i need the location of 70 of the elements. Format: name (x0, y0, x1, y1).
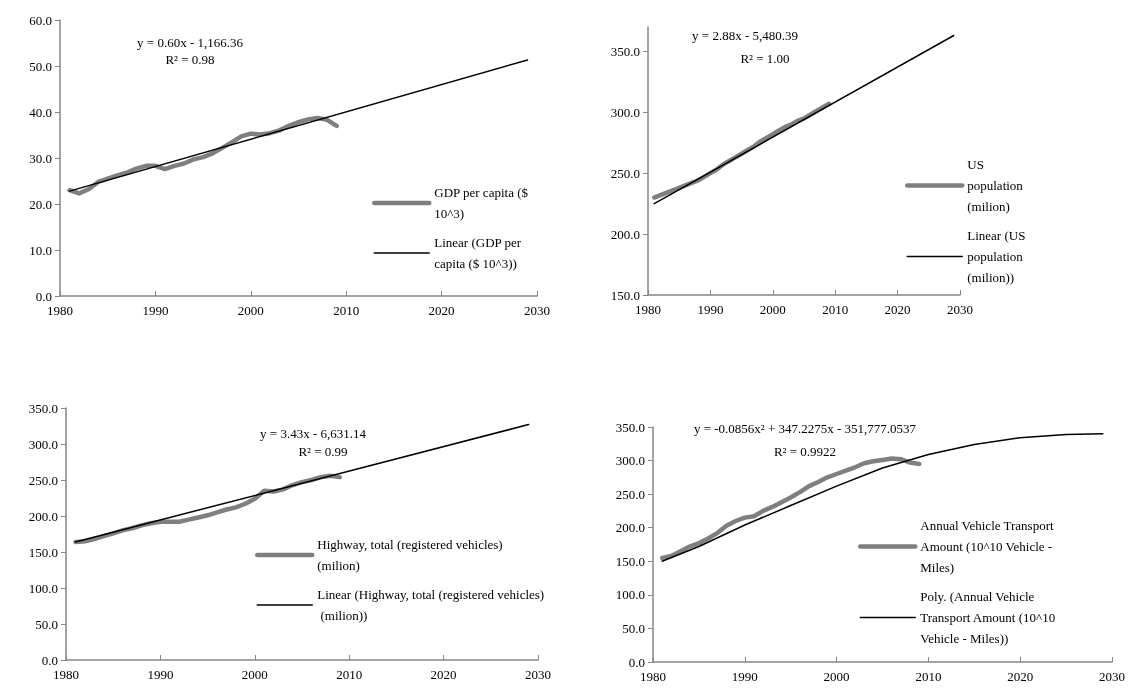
x-tick-label: 2030 (525, 667, 551, 682)
y-tick-label: 50.0 (35, 616, 58, 632)
y-tick-label: 50.0 (622, 620, 645, 636)
annotation: R² = 1.00 (740, 50, 790, 66)
y-tick-label: 150.0 (610, 287, 640, 303)
x-tick-label: 2010 (333, 303, 360, 318)
line-series (67, 115, 339, 196)
x-tick-label: 2030 (1099, 669, 1125, 684)
x-tick-label: 1990 (697, 302, 724, 317)
x-tick-label: 1990 (147, 667, 174, 682)
y-tick-label: 250.0 (610, 165, 640, 181)
x-tick-label: 2030 (524, 303, 550, 318)
legend-label: US population (milion) (967, 157, 1027, 214)
y-tick-label: 250.0 (28, 472, 58, 488)
y-tick-label: 20.0 (29, 196, 52, 212)
annotation: R² = 0.99 (298, 443, 348, 459)
y-tick-label: 10.0 (29, 242, 52, 258)
y-tick-label: 350.0 (28, 400, 58, 416)
y-tick-label: 350.0 (610, 43, 640, 59)
x-tick-label: 2030 (947, 302, 973, 317)
x-tick-label: 2020 (430, 667, 457, 682)
legend-label: Annual Vehicle Transport Amount (10^10 Vehicle - Miles) (920, 518, 1057, 575)
y-tick-label: 200.0 (610, 226, 640, 242)
y-tick-label: 300.0 (28, 436, 58, 452)
y-tick-label: 50.0 (29, 58, 52, 74)
x-tick-label: 1990 (142, 303, 169, 318)
x-tick-label: 1980 (53, 667, 79, 682)
x-tick-label: 1990 (731, 669, 758, 684)
annotation: R² = 0.98 (165, 51, 215, 67)
x-tick-label: 2020 (1007, 669, 1034, 684)
y-tick-label: 60.0 (29, 12, 52, 28)
y-tick-label: 0.0 (41, 652, 58, 668)
y-tick-label: 200.0 (28, 508, 58, 524)
x-tick-label: 2020 (884, 302, 911, 317)
legend-label: Linear (Highway, total (registered vehicles) (milion)) (317, 587, 545, 623)
y-tick-label: 300.0 (610, 104, 640, 120)
x-tick-label: 2000 (759, 302, 786, 317)
y-tick-label: 40.0 (29, 104, 52, 120)
annotation: y = 3.43x - 6,631.14 (260, 425, 367, 441)
legend-label: GDP per capita ($ 10^3) (434, 185, 532, 221)
x-tick-label: 2020 (428, 303, 455, 318)
x-tick-label: 1980 (640, 669, 666, 684)
x-tick-label: 2000 (237, 303, 264, 318)
y-tick-label: 200.0 (615, 520, 645, 536)
x-tick-label: 1980 (635, 302, 661, 317)
y-tick-label: 0.0 (628, 654, 645, 670)
x-tick-label: 2010 (336, 667, 363, 682)
line-series (659, 456, 922, 561)
legend-label: Linear (US population (milion)) (967, 228, 1029, 285)
y-tick-label: 300.0 (615, 453, 645, 469)
y-tick-label: 350.0 (615, 419, 645, 435)
annotation: y = 0.60x - 1,166.36 (137, 34, 244, 50)
y-tick-label: 100.0 (28, 580, 58, 596)
annotation: R² = 0.9922 (773, 443, 837, 459)
y-tick-label: 150.0 (28, 544, 58, 560)
x-tick-label: 2010 (822, 302, 849, 317)
y-tick-label: 30.0 (29, 150, 52, 166)
y-tick-label: 100.0 (615, 587, 645, 603)
legend-label: Highway, total (registered vehicles) (milion) (317, 537, 506, 573)
x-tick-label: 2000 (823, 669, 850, 684)
y-tick-label: 0.0 (35, 288, 52, 304)
y-tick-label: 150.0 (615, 553, 645, 569)
annotation: y = -0.0856x² + 347.2275x - 351,777.0537 (693, 420, 917, 436)
x-tick-label: 2010 (915, 669, 942, 684)
annotation: y = 2.88x - 5,480.39 (692, 27, 798, 43)
x-tick-label: 2000 (241, 667, 268, 682)
legend-label: Linear (GDP per capita ($ 10^3)) (434, 235, 525, 271)
legend-label: Poly. (Annual Vehicle Transport Amount (10^10 Vehicle - Miles)) (920, 589, 1059, 646)
x-tick-label: 1980 (47, 303, 73, 318)
y-tick-label: 250.0 (615, 486, 645, 502)
